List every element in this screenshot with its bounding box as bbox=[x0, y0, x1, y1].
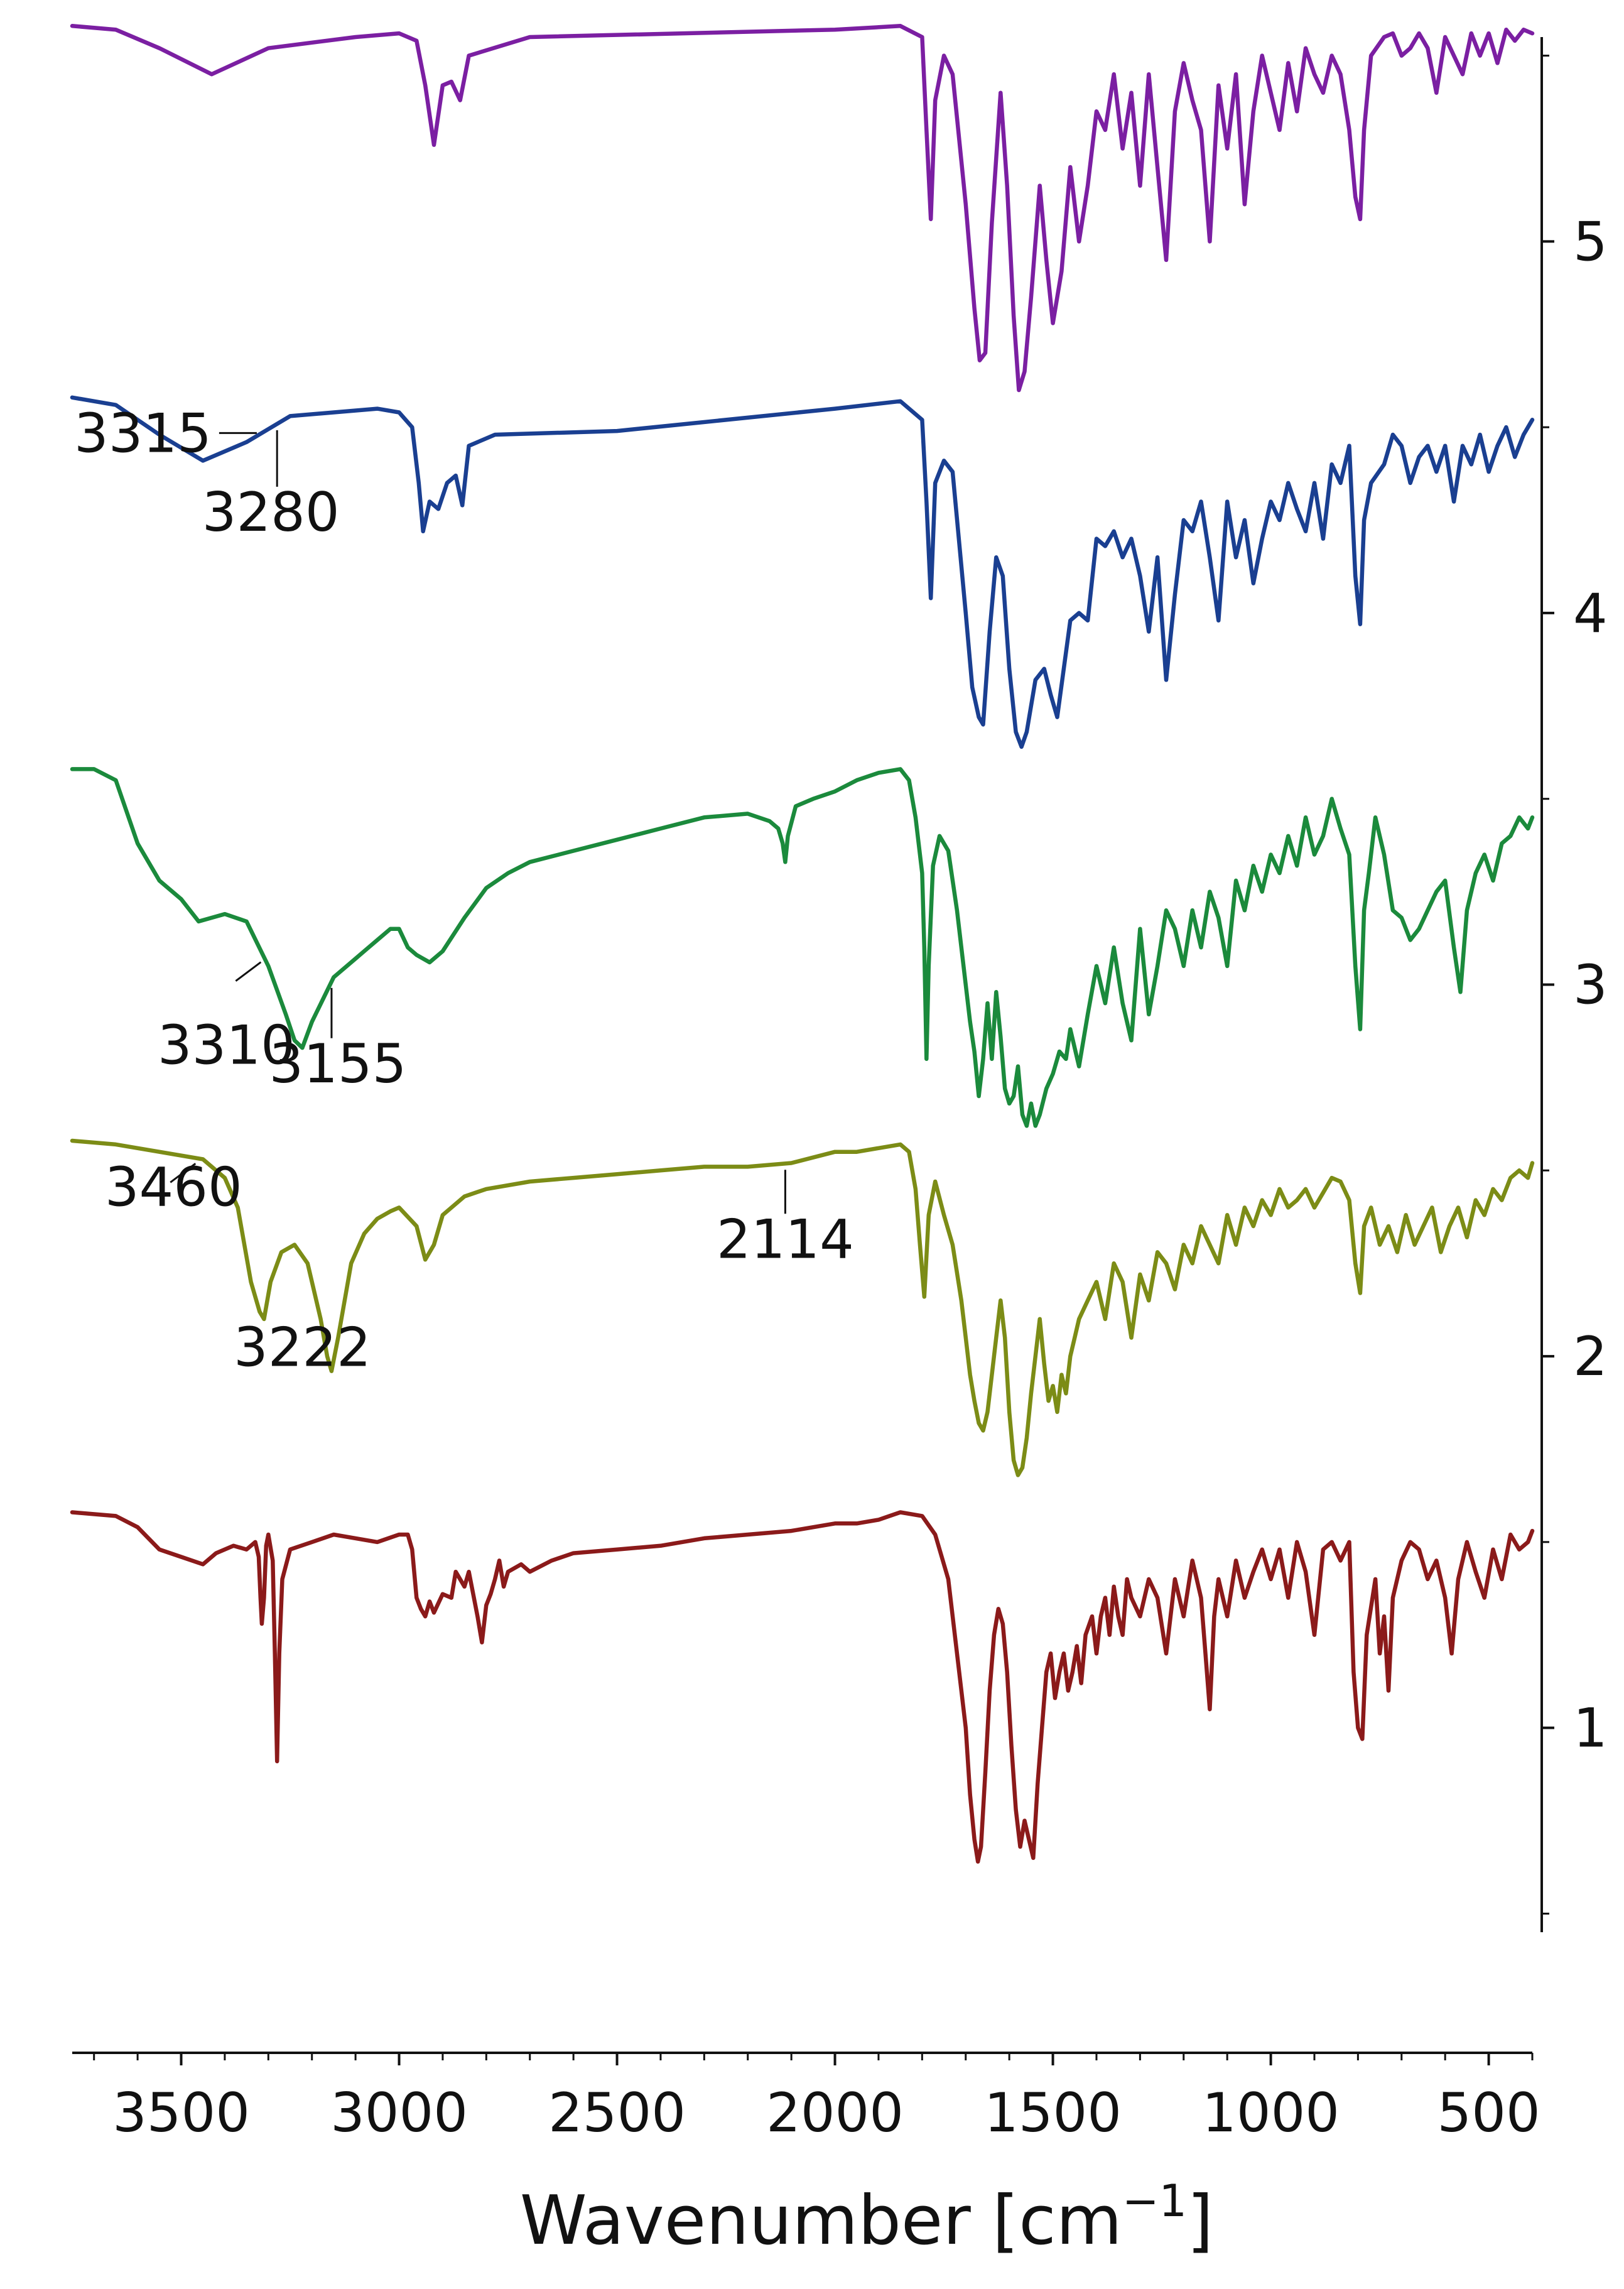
peak-label-3280: 3280 bbox=[202, 481, 340, 544]
y-tick-label-3: 3 bbox=[1573, 954, 1608, 1017]
peak-label-3155: 3155 bbox=[269, 1033, 407, 1096]
spectrum-line-3 bbox=[70, 767, 1535, 1128]
peak-label-2114: 2114 bbox=[717, 1208, 854, 1271]
x-axis-title-close: ] bbox=[1187, 2182, 1213, 2260]
y-axis: 1 2 3 4 5 bbox=[1540, 37, 1608, 1932]
spectrum-line-4 bbox=[70, 1138, 1535, 1477]
x-tick-label-2500: 2500 bbox=[548, 2082, 686, 2145]
annotation-leader-3310 bbox=[235, 961, 262, 982]
x-axis-title-main: Wavenumber [cm bbox=[520, 2182, 1122, 2260]
peak-label-3310: 3310 bbox=[158, 1014, 295, 1077]
spectrum-line-2 bbox=[70, 395, 1535, 749]
y-tick-label-1: 1 bbox=[1573, 1697, 1608, 1760]
x-axis-title: Wavenumber [cm−1] bbox=[520, 2175, 1213, 2260]
y-tick-label-4: 4 bbox=[1573, 582, 1608, 645]
spectrum-line-1 bbox=[70, 24, 1535, 393]
x-tick-label-3000: 3000 bbox=[330, 2082, 468, 2145]
x-axis: 3500 3000 2500 2000 1500 1000 500 bbox=[72, 2052, 1540, 2145]
x-tick-label-1000: 1000 bbox=[1202, 2082, 1340, 2145]
y-tick-label-5: 5 bbox=[1573, 210, 1608, 273]
x-tick-label-2000: 2000 bbox=[766, 2082, 904, 2145]
peak-label-3222: 3222 bbox=[234, 1316, 371, 1379]
y-tick-label-2: 2 bbox=[1573, 1325, 1608, 1388]
peak-label-3460: 3460 bbox=[105, 1156, 242, 1219]
series-layer bbox=[70, 24, 1535, 1864]
x-axis-title-superscript: −1 bbox=[1122, 2175, 1187, 2227]
x-tick-label-3500: 3500 bbox=[112, 2082, 250, 2145]
spectrum-line-5 bbox=[70, 1510, 1535, 1864]
x-tick-label-1500: 1500 bbox=[984, 2082, 1122, 2145]
annotation-leader-3460 bbox=[170, 1163, 197, 1183]
x-tick-label-500: 500 bbox=[1437, 2082, 1540, 2145]
peak-label-3315: 3315 bbox=[74, 402, 212, 465]
